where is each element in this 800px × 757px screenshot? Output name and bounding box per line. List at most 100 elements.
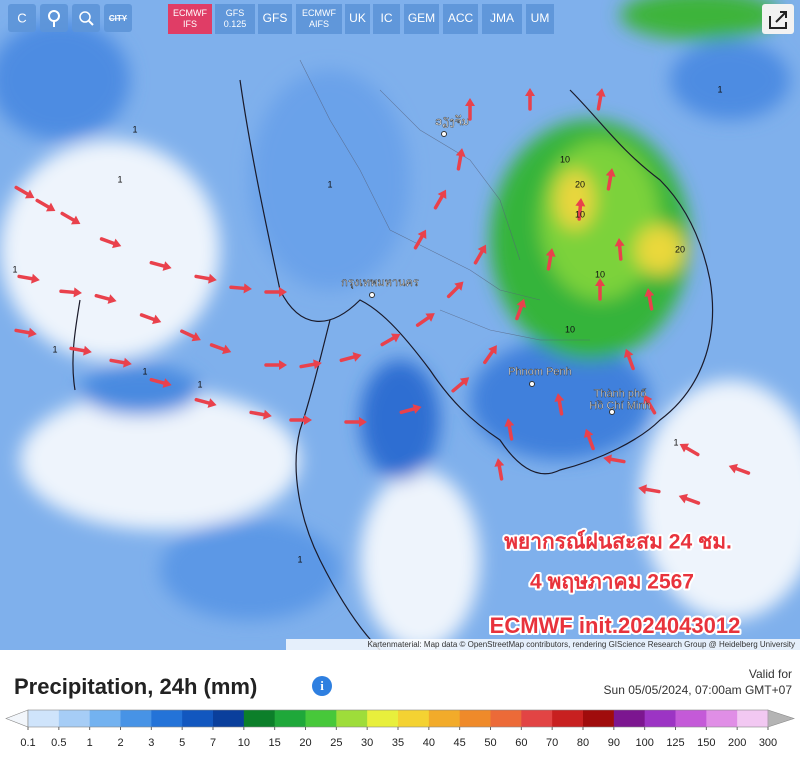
arrow-head	[123, 357, 132, 368]
arrow-head	[644, 288, 655, 297]
zoom-icon	[79, 11, 91, 23]
arrow-shaft	[399, 406, 417, 415]
arrow-shaft	[94, 293, 112, 302]
model-button[interactable]	[373, 4, 400, 34]
arrow-shaft	[606, 173, 613, 191]
wind-arrow	[264, 287, 287, 297]
contour-label: 1	[132, 124, 137, 134]
arrow-head	[83, 345, 92, 356]
scale-segment	[675, 710, 707, 727]
model-button[interactable]	[482, 4, 522, 34]
model-button[interactable]	[404, 4, 439, 34]
arrow-head	[352, 352, 362, 362]
arrow-head	[112, 238, 122, 249]
contour-label: 1	[197, 379, 202, 389]
model-label: UM	[531, 11, 550, 25]
arrow-head	[313, 359, 322, 370]
legend-title: Precipitation, 24h (mm)	[14, 674, 257, 699]
wind-arrow	[473, 244, 487, 265]
arrow-shaft	[299, 362, 317, 369]
wind-arrow	[344, 417, 367, 427]
tool-button[interactable]	[8, 4, 36, 32]
wind-arrow	[289, 415, 312, 425]
arrow-shaft	[733, 466, 751, 475]
model-button[interactable]	[168, 4, 212, 34]
zoom-icon	[88, 20, 94, 26]
legend-panel: Precipitation, 24h (mm) i Valid for Sun …	[0, 650, 800, 752]
arrow-shaft	[69, 346, 87, 353]
wind-arrow	[249, 409, 272, 420]
scale-tick-label: 35	[392, 737, 404, 749]
wind-arrow	[413, 229, 427, 250]
model-label: ACC	[448, 11, 474, 25]
scale-segment	[367, 710, 399, 727]
wind-arrow	[17, 273, 40, 284]
overlay-text-outline: พยากรณ์ฝนสะสม 24 ชม.	[504, 530, 732, 554]
overlay-text: พยากรณ์ฝนสะสม 24 ชม.	[504, 530, 732, 554]
wind-arrow	[455, 148, 466, 171]
model-label: GEM	[408, 11, 435, 25]
place-dot	[441, 131, 447, 137]
scale-segment	[398, 710, 430, 727]
model-button[interactable]	[296, 4, 342, 34]
wind-arrow	[583, 428, 595, 451]
info-button[interactable]	[312, 676, 332, 696]
arrow-head	[623, 348, 634, 358]
arrow-head	[643, 394, 653, 405]
scale-segment	[521, 710, 553, 727]
map[interactable]: ວຽງຈັນ กรุงเทพมหานคร Phnom Penh Thành phố Hồ…	[0, 0, 800, 651]
wind-arrow	[446, 281, 464, 299]
arrow-shaft	[626, 353, 635, 371]
arrow-shaft	[194, 274, 212, 281]
scale-tick-label: 80	[577, 737, 589, 749]
tool-button[interactable]	[72, 4, 100, 32]
model-button[interactable]	[215, 4, 255, 34]
arrow-head	[545, 248, 556, 257]
wind-arrow	[415, 313, 435, 327]
tool-button[interactable]	[40, 4, 68, 32]
place-label: กรุงเทพมหานคร	[341, 277, 419, 289]
contour-label: 20	[675, 244, 685, 254]
scale-tick-label: 0.5	[51, 737, 66, 749]
arrow-shaft	[109, 358, 127, 365]
arrow-shaft	[413, 233, 425, 250]
arrow-head	[279, 360, 287, 370]
toolbar: C CITY ECMWF IFS GFS 0.125 GFS ECMWF AIFS UK IC GEM…	[8, 4, 794, 34]
wind-arrow	[94, 293, 117, 304]
arrow-head	[595, 278, 605, 286]
arrow-head	[208, 273, 217, 284]
valid-label: Valid for	[749, 667, 792, 681]
model-button[interactable]	[345, 4, 370, 34]
arrow-head	[595, 88, 606, 97]
arrow-shaft	[194, 397, 212, 406]
wind-arrow	[209, 343, 232, 355]
scale-tick-label: 1	[87, 737, 93, 749]
arrow-shaft	[456, 153, 463, 171]
tool-button[interactable]	[104, 4, 132, 32]
wind-arrow	[99, 237, 122, 249]
scale-segment	[243, 710, 276, 727]
wind-arrow	[399, 404, 422, 415]
arrow-head	[728, 463, 738, 474]
scale-tick-label: 7	[210, 737, 216, 749]
wind-arrow	[149, 260, 172, 271]
wind-arrow	[728, 463, 751, 475]
scale-tick-label: 150	[697, 737, 715, 749]
model-button[interactable]	[443, 4, 478, 34]
wind-arrow	[643, 394, 657, 415]
attribution-bg	[286, 639, 800, 650]
arrow-head	[425, 313, 435, 322]
wind-arrow	[451, 377, 470, 393]
contour-label: 10	[595, 269, 605, 279]
overlay-text-outline: 4 พฤษภาคม 2567	[530, 571, 694, 594]
place-dot	[369, 292, 375, 298]
model-button[interactable]	[526, 4, 554, 34]
model-button[interactable]	[258, 4, 292, 34]
arrow-head	[222, 344, 232, 355]
arrow-head	[304, 415, 312, 425]
arrow-head	[575, 198, 586, 207]
wind-arrow	[465, 98, 475, 121]
scale-segment	[28, 710, 60, 727]
arrow-head	[263, 409, 272, 420]
scale-tick-label: 70	[546, 737, 558, 749]
